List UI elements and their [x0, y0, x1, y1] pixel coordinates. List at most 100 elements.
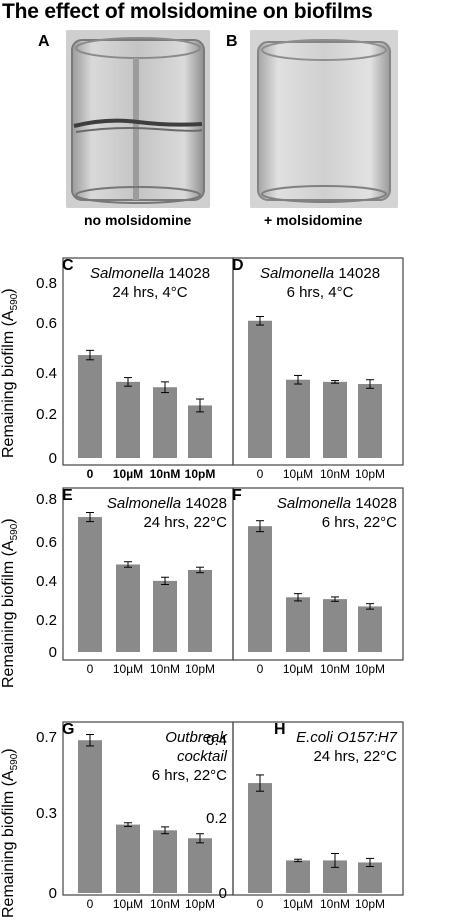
figure-title: The effect of molsidomine on biofilms [2, 0, 373, 23]
bar [153, 580, 177, 652]
bar [286, 860, 310, 893]
chart-panel-h: H E.coli O157:H7 24 hrs, 22°C 0 0.2 0.4 0 10µM 1… [206, 721, 404, 911]
panel-letter: E [62, 487, 73, 504]
panel-frame [232, 721, 404, 896]
y-tick-label: 0.6 [36, 315, 57, 332]
bar [78, 740, 102, 893]
y-tick-label: 0.3 [36, 805, 57, 822]
y-tick-label: 0.4 [206, 732, 227, 749]
y-tick-label: 0.2 [206, 810, 227, 827]
panel-annotation: Salmonella 14028 [277, 495, 397, 512]
glass-vial-photo-b [250, 30, 398, 208]
x-tick-label: 10nM [320, 467, 350, 481]
x-tick-label: 0 [257, 467, 264, 481]
bar [358, 606, 382, 652]
bar [248, 320, 272, 458]
y-tick-label: 0.4 [36, 365, 57, 382]
x-tick-label: 10µM [283, 662, 313, 676]
photo-plus-molsidomine [250, 30, 398, 208]
photo-no-molsidomine [66, 30, 210, 208]
panel-annotation: 6 hrs, 22°C [152, 767, 227, 784]
bar [286, 597, 310, 652]
x-tick-label: 10pM [185, 467, 216, 481]
x-tick-label: 10pM [355, 662, 385, 676]
bar [286, 379, 310, 458]
panel-letter-a: A [38, 33, 50, 50]
x-tick-label: 10µM [113, 662, 143, 676]
x-tick-label: 10pM [355, 467, 385, 481]
panel-annotation: cocktail [177, 748, 228, 765]
bar [116, 824, 140, 893]
panel-annotation: Salmonella 14028 [260, 265, 380, 282]
bar [116, 381, 140, 458]
y-tick-label: 0.8 [36, 491, 57, 508]
panel-letter: F [232, 487, 242, 504]
panel-letter: D [232, 257, 244, 274]
panel-annotation: 6 hrs, 4°C [287, 284, 354, 301]
bar [358, 862, 382, 893]
y-tick-label: 0.4 [36, 573, 57, 590]
bar [188, 405, 212, 458]
y-tick-label: 0 [49, 644, 57, 661]
bar [323, 599, 347, 652]
bar [323, 381, 347, 458]
chart-panel-c: C Salmonella 14028 24 hrs, 4°C 0 0.2 0.4 0.6 0.… [36, 257, 234, 481]
bar [78, 355, 102, 458]
panel-annotation: Salmonella 14028 [107, 495, 227, 512]
panel-letter: G [62, 721, 74, 738]
panel-annotation: 24 hrs, 22°C [313, 748, 397, 765]
bar [248, 783, 272, 893]
bar [153, 387, 177, 458]
panel-annotation: Salmonella 14028 [90, 265, 210, 282]
x-tick-label: 0 [257, 662, 264, 676]
chart-panel-e: E Salmonella 14028 24 hrs, 22°C 0 0.2 0.4 0.6 0… [36, 487, 234, 676]
bar [358, 384, 382, 458]
caption-plus-molsidomine: + molsidomine [264, 212, 363, 228]
x-tick-label: 10nM [150, 662, 180, 676]
chart-panel-g: G Outbreak cocktail 6 hrs, 22°C 0 0.3 0.7 0 10µM… [36, 721, 234, 911]
x-tick-label: 10nM [150, 897, 180, 911]
x-tick-label: 10µM [283, 467, 313, 481]
bar [78, 517, 102, 652]
x-tick-label: 0 [87, 662, 94, 676]
panel-letter: C [62, 257, 74, 274]
panel-annotation: 6 hrs, 22°C [322, 514, 397, 531]
x-tick-label: 10µM [283, 897, 313, 911]
panel-annotation: Outbreak [165, 729, 228, 746]
x-tick-label: 0 [87, 467, 94, 481]
x-tick-label: 0 [257, 897, 264, 911]
panel-frame [232, 487, 404, 661]
panel-annotation: 24 hrs, 22°C [143, 514, 227, 531]
y-tick-label: 0 [49, 885, 57, 902]
y-tick-label: 0 [219, 885, 227, 902]
panel-frame [232, 257, 404, 466]
bar [153, 830, 177, 893]
bar [116, 564, 140, 652]
y-tick-label: 0.2 [36, 406, 57, 423]
glass-vial-photo-a [66, 30, 210, 208]
chart-panel-d: D Salmonella 14028 6 hrs, 4°C 0 10µM 10nM 10pM [232, 257, 404, 481]
x-tick-label: 10pM [185, 662, 215, 676]
bar [188, 838, 212, 893]
bar [188, 569, 212, 652]
bar [248, 526, 272, 652]
x-tick-label: 10nM [320, 897, 350, 911]
panel-annotation: 24 hrs, 4°C [112, 284, 187, 301]
panel-letter: H [274, 721, 286, 738]
y-tick-label: 0.6 [36, 534, 57, 551]
x-tick-label: 10nM [150, 467, 181, 481]
x-tick-label: 10pM [185, 897, 215, 911]
caption-no-molsidomine: no molsidomine [84, 212, 192, 228]
x-tick-label: 10µM [113, 467, 143, 481]
x-tick-label: 10µM [113, 897, 143, 911]
y-tick-label: 0.7 [36, 729, 57, 746]
panel-annotation: E.coli O157:H7 [296, 729, 398, 746]
x-tick-label: 10pM [355, 897, 385, 911]
chart-panel-f: F Salmonella 14028 6 hrs, 22°C 0 10µM 10nM 10p… [232, 487, 404, 676]
y-tick-label: 0.2 [36, 612, 57, 629]
y-tick-label: 0.8 [36, 275, 57, 292]
x-tick-label: 0 [87, 897, 94, 911]
panel-letter-b: B [226, 33, 238, 50]
y-tick-label: 0 [49, 450, 57, 467]
